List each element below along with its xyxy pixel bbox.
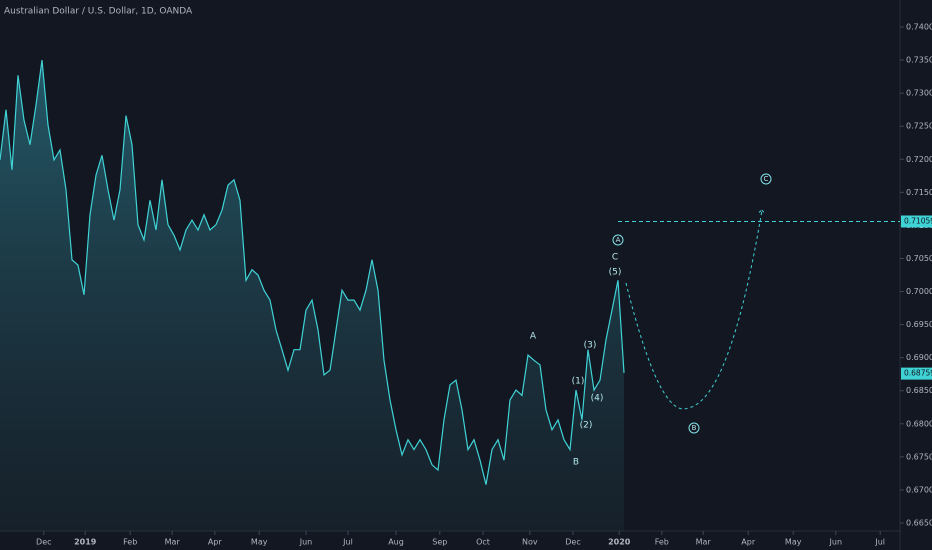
x-tick-label: May <box>785 538 802 547</box>
wave-circle <box>760 173 772 185</box>
x-tick-label: Aug <box>388 538 404 547</box>
x-tick-label: 2019 <box>74 538 97 547</box>
wave-label: A <box>530 332 537 342</box>
price-tag <box>901 367 932 380</box>
projection-path <box>625 208 766 410</box>
wave-circle <box>612 234 624 246</box>
x-tick-label: Mar <box>165 538 181 547</box>
wave-label: C <box>764 175 769 183</box>
x-tick-label: Nov <box>522 538 538 547</box>
area-fill <box>0 60 624 531</box>
wave-label: B <box>573 458 579 468</box>
x-tick-label: Feb <box>655 538 669 547</box>
x-tick-label: 2020 <box>608 538 631 547</box>
wave-label: (4) <box>591 394 604 404</box>
wave-circle <box>688 422 700 434</box>
annotations: A B C (1) (2) (3) (4) (5) A B C <box>530 173 772 468</box>
y-tick-label: 0.74000 <box>906 23 932 32</box>
x-tick-label: Mar <box>696 538 712 547</box>
price-line <box>0 60 625 485</box>
x-tick-label: Apr <box>741 538 756 547</box>
price-tag-label: 0.71059 <box>904 216 932 225</box>
wave-label: (3) <box>584 341 597 351</box>
x-tick-label: Apr <box>208 538 223 547</box>
x-tick-label: Jun <box>829 538 843 547</box>
x-tick-label: Dec <box>565 538 580 547</box>
wave-label: (2) <box>580 421 593 431</box>
x-tick-label: Sep <box>432 538 447 547</box>
wave-label: B <box>692 424 697 432</box>
wave-label: (5) <box>609 268 622 278</box>
x-tick-label: Jun <box>299 538 313 547</box>
wave-label: (1) <box>572 377 585 387</box>
price-tag <box>901 215 932 228</box>
wave-label: A <box>616 236 621 244</box>
price-tag-label: 0.68759 <box>904 369 932 378</box>
chart-title: Australian Dollar / U.S. Dollar, 1D, OAN… <box>4 7 193 17</box>
x-tick-label: Jul <box>342 538 353 547</box>
x-tick-label: Dec <box>36 538 51 547</box>
x-tick-label: Jul <box>874 538 885 547</box>
wave-label: C <box>612 253 618 263</box>
x-tick-label: Oct <box>476 538 490 547</box>
x-tick-label: May <box>251 538 268 547</box>
x-tick-label: Feb <box>123 538 137 547</box>
